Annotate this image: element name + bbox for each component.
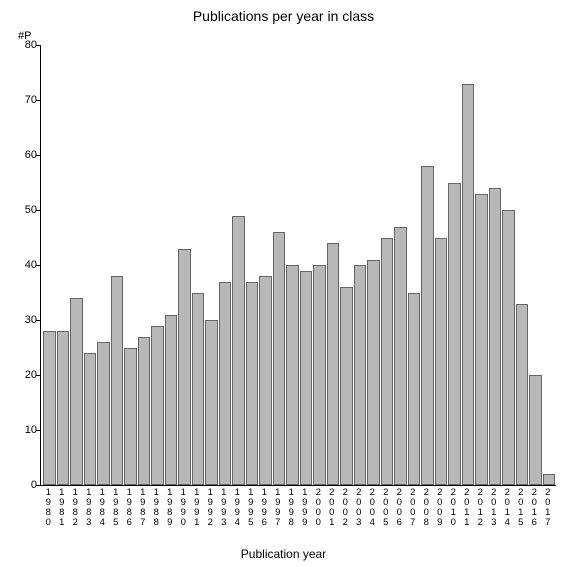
bars-wrap xyxy=(41,45,556,485)
bar xyxy=(57,331,70,485)
y-tick-label: 20 xyxy=(7,369,37,381)
x-tick-label: 2008 xyxy=(420,488,433,528)
bar xyxy=(435,238,448,486)
x-tick-label: 1996 xyxy=(258,488,271,528)
bar xyxy=(84,353,97,485)
bar xyxy=(205,320,218,485)
x-tick-label: 2007 xyxy=(407,488,420,528)
bar xyxy=(151,326,164,486)
y-tick-label: 30 xyxy=(7,314,37,326)
bar xyxy=(543,474,556,485)
x-tick-label: 2009 xyxy=(434,488,447,528)
x-tick-label: 2014 xyxy=(501,488,514,528)
x-tick-label: 2011 xyxy=(461,488,474,528)
x-tick-label: 2001 xyxy=(326,488,339,528)
bar xyxy=(313,265,326,485)
x-tick-label: 1988 xyxy=(150,488,163,528)
x-axis-label: Publication year xyxy=(0,547,567,561)
bar xyxy=(232,216,245,486)
bar xyxy=(111,276,124,485)
plot-area xyxy=(40,45,556,486)
bar xyxy=(475,194,488,486)
y-tick-label: 0 xyxy=(7,479,37,491)
x-tick-label: 1989 xyxy=(164,488,177,528)
x-tick-label: 2015 xyxy=(515,488,528,528)
bar xyxy=(516,304,529,486)
bar xyxy=(43,331,56,485)
bar xyxy=(448,183,461,486)
x-tick-label: 2017 xyxy=(542,488,555,528)
x-tick-label: 1994 xyxy=(231,488,244,528)
bar xyxy=(219,282,232,486)
x-tick-label: 1987 xyxy=(137,488,150,528)
x-tick-label: 2002 xyxy=(339,488,352,528)
x-tick-label: 1991 xyxy=(191,488,204,528)
x-tick-label: 2003 xyxy=(353,488,366,528)
bar xyxy=(367,260,380,486)
x-tick-label: 1993 xyxy=(218,488,231,528)
bar xyxy=(273,232,286,485)
x-tick-label: 1998 xyxy=(285,488,298,528)
bar xyxy=(124,348,137,486)
x-tick-label: 1986 xyxy=(123,488,136,528)
bar xyxy=(138,337,151,486)
x-labels-wrap: 1980198119821983198419851986198719881989… xyxy=(40,488,555,528)
bar xyxy=(97,342,110,485)
bar xyxy=(246,282,259,486)
bar xyxy=(408,293,421,486)
y-tick-label: 40 xyxy=(7,259,37,271)
bar xyxy=(70,298,83,485)
x-tick-label: 1984 xyxy=(96,488,109,528)
x-tick-label: 1982 xyxy=(69,488,82,528)
x-tick-label: 2012 xyxy=(474,488,487,528)
x-tick-label: 2006 xyxy=(393,488,406,528)
y-tick-label: 70 xyxy=(7,94,37,106)
bar xyxy=(354,265,367,485)
bar xyxy=(192,293,205,486)
bar xyxy=(178,249,191,486)
x-tick-label: 2016 xyxy=(528,488,541,528)
chart-container: Publications per year in class #P 010203… xyxy=(0,0,567,567)
bar xyxy=(340,287,353,485)
x-tick-label: 2010 xyxy=(447,488,460,528)
x-tick-label: 1995 xyxy=(245,488,258,528)
bar xyxy=(286,265,299,485)
x-tick-label: 1990 xyxy=(177,488,190,528)
y-tick-label: 80 xyxy=(7,39,37,51)
bar xyxy=(381,238,394,486)
x-tick-label: 2005 xyxy=(380,488,393,528)
x-tick-label: 1992 xyxy=(204,488,217,528)
bar xyxy=(327,243,340,485)
bar xyxy=(489,188,502,485)
x-tick-label: 2000 xyxy=(312,488,325,528)
bar xyxy=(529,375,542,485)
bar xyxy=(462,84,475,486)
bar xyxy=(502,210,515,485)
x-tick-label: 1983 xyxy=(83,488,96,528)
x-tick-label: 1985 xyxy=(110,488,123,528)
bar xyxy=(165,315,178,486)
x-tick-label: 1997 xyxy=(272,488,285,528)
bar xyxy=(259,276,272,485)
x-tick-label: 2013 xyxy=(488,488,501,528)
y-tick-label: 10 xyxy=(7,424,37,436)
bar xyxy=(300,271,313,486)
x-tick-label: 1999 xyxy=(299,488,312,528)
bar xyxy=(421,166,434,485)
y-tick-label: 60 xyxy=(7,149,37,161)
bar xyxy=(394,227,407,486)
chart-title: Publications per year in class xyxy=(0,8,567,24)
y-tick-label: 50 xyxy=(7,204,37,216)
x-tick-label: 1980 xyxy=(42,488,55,528)
x-tick-label: 1981 xyxy=(56,488,69,528)
x-tick-label: 2004 xyxy=(366,488,379,528)
